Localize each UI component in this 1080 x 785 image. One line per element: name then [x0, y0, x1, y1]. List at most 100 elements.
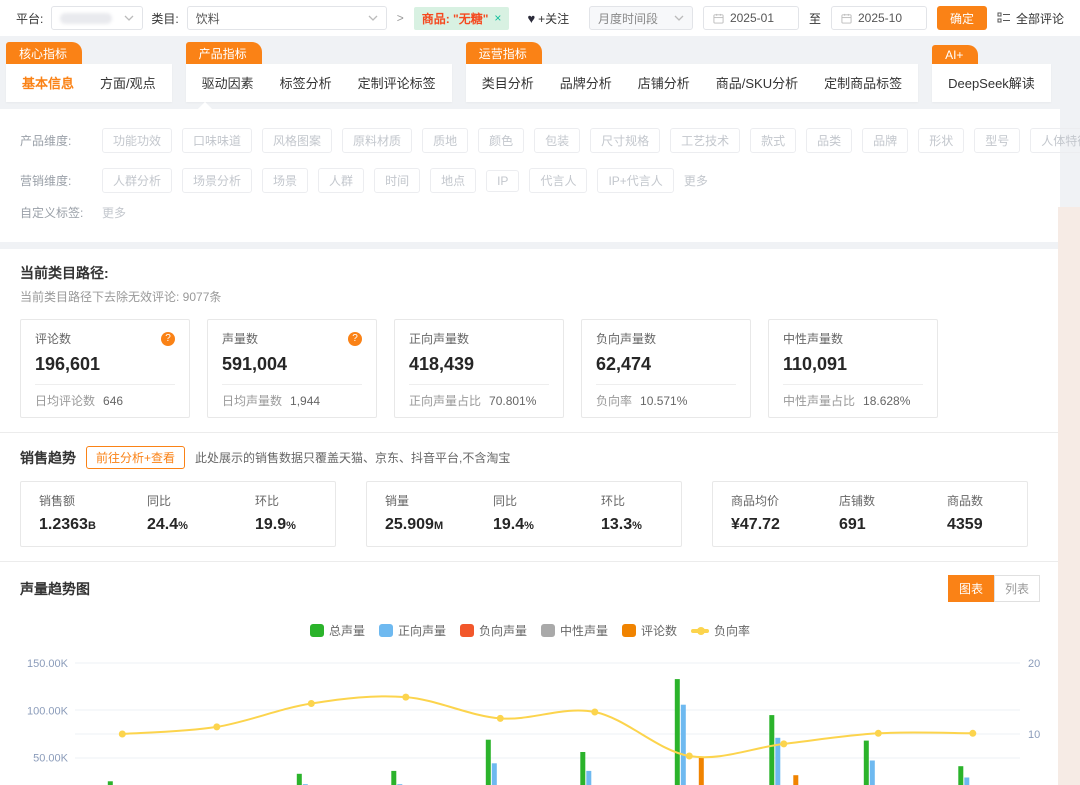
filter-chip[interactable]: 口味味道: [182, 128, 252, 153]
filter-chip[interactable]: 质地: [422, 128, 468, 153]
category-value: 饮料: [196, 10, 220, 27]
legend-item[interactable]: 总声量: [310, 622, 365, 639]
sales-stat-value: 19.9%: [255, 516, 317, 534]
follow-button[interactable]: ♥ +关注: [527, 10, 569, 27]
platform-select[interactable]: [51, 6, 143, 30]
tab-item[interactable]: 品牌分析: [560, 73, 612, 92]
filter-chip[interactable]: 形状: [918, 128, 964, 153]
tab-item[interactable]: 定制商品标签: [824, 73, 902, 92]
filter-chip[interactable]: 款式: [750, 128, 796, 153]
filter-chip[interactable]: 原料材质: [342, 128, 412, 153]
calendar-icon: [713, 13, 724, 24]
help-icon[interactable]: ?: [161, 332, 175, 346]
metric-card-foot-value: 1,944: [290, 394, 320, 408]
sales-stat: 同比24.4%: [147, 492, 209, 534]
filter-chip[interactable]: 工艺技术: [670, 128, 740, 153]
confirm-button[interactable]: 确定: [937, 6, 987, 30]
sales-stat-suffix: B: [88, 520, 96, 532]
more-link[interactable]: 更多: [684, 172, 708, 189]
category-select[interactable]: 饮料: [187, 6, 387, 30]
filter-chip[interactable]: 代言人: [529, 168, 587, 193]
help-icon[interactable]: ?: [348, 332, 362, 346]
chevron-down-icon: [124, 15, 134, 21]
tab-item[interactable]: 标签分析: [280, 73, 332, 92]
filter-chip[interactable]: 型号: [974, 128, 1020, 153]
view-chart-button[interactable]: 图表: [948, 575, 994, 602]
legend-label: 总声量: [329, 622, 365, 639]
metric-card-foot-value: 18.628%: [863, 394, 910, 408]
go-analyze-button[interactable]: 前往分析+查看: [86, 446, 185, 469]
metric-card-title: 负向声量数: [596, 330, 656, 347]
filter-chip[interactable]: 颜色: [478, 128, 524, 153]
sales-stat-label: 商品数: [947, 492, 1009, 509]
filter-chip[interactable]: 场景: [262, 168, 308, 193]
tab-item[interactable]: 驱动因素: [202, 73, 254, 92]
filter-chip[interactable]: 场景分析: [182, 168, 252, 193]
filter-chip[interactable]: 品牌: [862, 128, 908, 153]
filter-row: 产品维度: 功能功效口味味道风格图案原料材质质地颜色包装尺寸规格工艺技术款式品类品…: [20, 123, 1040, 157]
section-divider: [0, 561, 1060, 562]
legend-item[interactable]: 负向率: [691, 622, 750, 639]
heart-icon: ♥: [527, 11, 535, 26]
legend-item[interactable]: 中性声量: [541, 622, 608, 639]
filter-chip[interactable]: 人群分析: [102, 168, 172, 193]
legend-label: 正向声量: [398, 622, 446, 639]
filter-chip[interactable]: 功能功效: [102, 128, 172, 153]
period-select[interactable]: 月度时间段: [589, 6, 693, 30]
tab-bar: 基本信息 方面/观点: [6, 64, 172, 102]
legend-label: 负向率: [714, 622, 750, 639]
metric-card-foot: 负向率10.571%: [596, 392, 736, 409]
filter-chip[interactable]: 时间: [374, 168, 420, 193]
start-date-value: 2025-01: [730, 11, 774, 25]
sales-stat-value: 691: [839, 516, 901, 534]
filter-chip[interactable]: 人群: [318, 168, 364, 193]
legend-item[interactable]: 正向声量: [379, 622, 446, 639]
volume-chart: 050.00K100.00K150.00K010.00%20.00%2025-0…: [20, 645, 1040, 785]
legend-item[interactable]: 负向声量: [460, 622, 527, 639]
list-icon: [997, 12, 1011, 24]
filter-chip[interactable]: 品类: [806, 128, 852, 153]
sales-stat-value: 13.3%: [601, 516, 663, 534]
tab-item[interactable]: 基本信息: [22, 73, 74, 92]
all-comments-button[interactable]: 全部评论: [997, 10, 1064, 27]
tab-item[interactable]: 店铺分析: [638, 73, 690, 92]
tab-item[interactable]: 定制评论标签: [358, 73, 436, 92]
volume-chart-header: 声量趋势图 图表 列表: [20, 575, 1040, 602]
tag-close-icon[interactable]: ×: [494, 11, 501, 25]
view-list-button[interactable]: 列表: [994, 575, 1040, 602]
legend-item[interactable]: 评论数: [622, 622, 677, 639]
end-date-input[interactable]: 2025-10: [831, 6, 927, 30]
tab-group-ribbon: AI+: [932, 45, 978, 64]
metric-card-title: 评论数: [35, 330, 71, 347]
tab-item[interactable]: 商品/SKU分析: [716, 73, 798, 92]
filter-chip[interactable]: IP+代言人: [597, 168, 673, 193]
filter-chip[interactable]: 地点: [430, 168, 476, 193]
filter-row-label: 产品维度:: [20, 132, 92, 149]
start-date-input[interactable]: 2025-01: [703, 6, 799, 30]
product-filter-tag[interactable]: 商品: "无糖" ×: [414, 7, 510, 30]
sales-stat-suffix: %: [178, 520, 188, 532]
tab-item[interactable]: 类目分析: [482, 73, 534, 92]
end-date-value: 2025-10: [858, 11, 902, 25]
sales-stat-value: 4359: [947, 516, 1009, 534]
filter-chip[interactable]: 尺寸规格: [590, 128, 660, 153]
more-link[interactable]: 更多: [102, 204, 126, 221]
legend-line-dot: [697, 627, 705, 635]
metric-card: 声量数?591,004日均声量数1,944: [207, 319, 377, 418]
filter-rows: 产品维度: 功能功效口味味道风格图案原料材质质地颜色包装尺寸规格工艺技术款式品类品…: [20, 123, 1040, 221]
filter-panel: 产品维度: 功能功效口味味道风格图案原料材质质地颜色包装尺寸规格工艺技术款式品类品…: [0, 109, 1060, 242]
tab-item[interactable]: DeepSeek解读: [948, 73, 1035, 92]
filter-chip[interactable]: 包装: [534, 128, 580, 153]
sales-stat-label: 同比: [493, 492, 555, 509]
filter-chip[interactable]: 风格图案: [262, 128, 332, 153]
tab-bar: 类目分析 品牌分析 店铺分析 商品/SKU分析 定制商品标签: [466, 64, 918, 102]
sales-stat-suffix: %: [286, 520, 296, 532]
metric-card-head: 评论数?: [35, 330, 175, 347]
sales-stat-label: 环比: [255, 492, 317, 509]
chart-legend: 总声量 正向声量负向声量中性声量评论数 负向率: [20, 622, 1040, 639]
metric-card-foot-value: 70.801%: [489, 394, 536, 408]
filter-chip[interactable]: 人体特征: [1030, 128, 1080, 153]
filter-chip[interactable]: IP: [486, 170, 519, 192]
period-value: 月度时间段: [598, 10, 658, 27]
tab-item[interactable]: 方面/观点: [100, 73, 156, 92]
